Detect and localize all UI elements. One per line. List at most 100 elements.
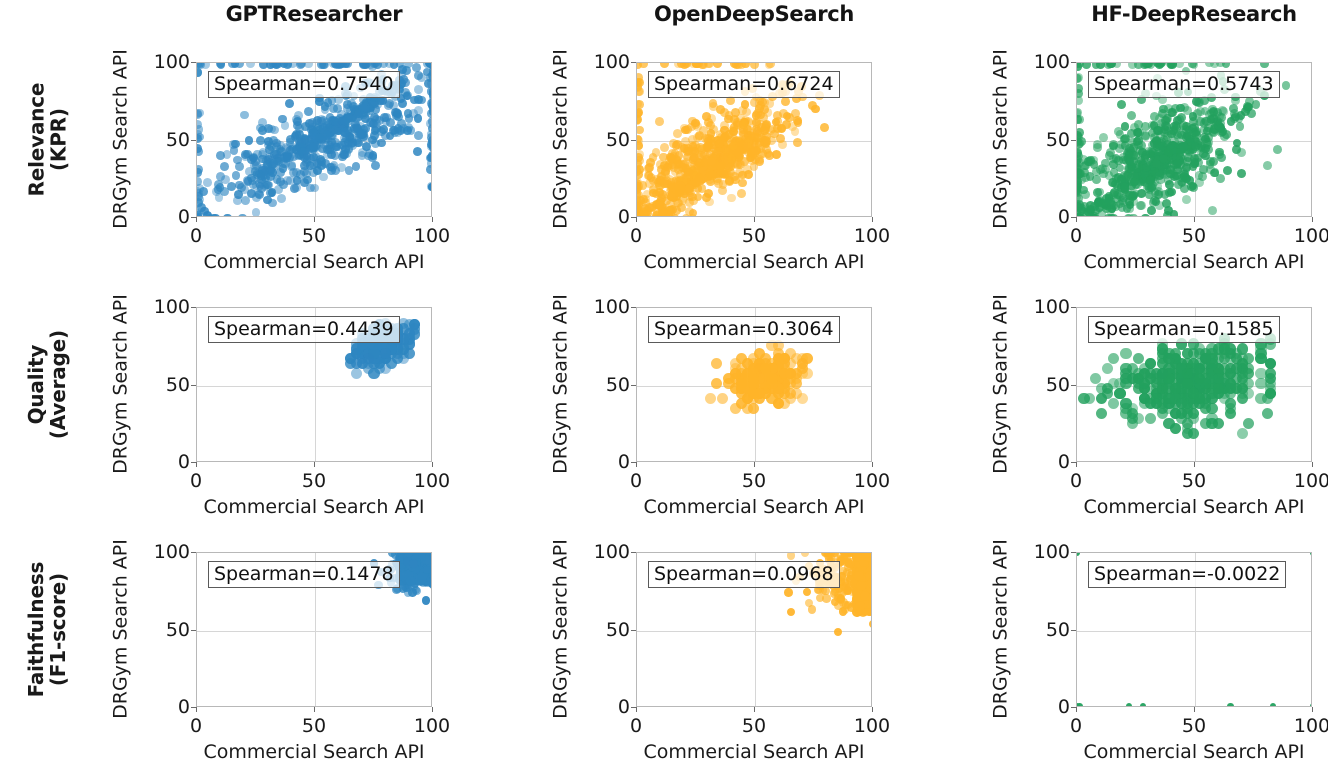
scatter-point	[772, 348, 784, 360]
scatter-point	[1132, 412, 1144, 424]
scatter-point	[418, 575, 427, 584]
scatter-point	[416, 554, 427, 565]
scatter-point	[403, 560, 414, 571]
scatter-point	[311, 129, 321, 139]
scatter-point	[251, 181, 261, 191]
scatter-point	[1181, 348, 1194, 360]
scatter-point	[1243, 387, 1255, 400]
scatter-point	[824, 553, 833, 560]
scatter-point	[1157, 343, 1169, 355]
scatter-point	[316, 117, 326, 126]
scatter-point	[1219, 107, 1228, 116]
scatter-point	[864, 594, 871, 605]
scatter-point	[656, 180, 665, 190]
scatter-point	[1141, 150, 1151, 160]
scatter-point	[1169, 387, 1181, 400]
scatter-point	[848, 587, 857, 596]
scatter-point	[355, 128, 365, 138]
scatter-point	[649, 184, 659, 194]
scatter-point	[851, 562, 862, 573]
scatter-point	[637, 213, 646, 216]
scatter-point	[1082, 63, 1092, 69]
scatter-point	[1117, 196, 1127, 205]
scatter-point	[420, 566, 431, 577]
scatter-point	[844, 556, 854, 566]
scatter-point	[733, 147, 743, 157]
scatter-point	[402, 556, 413, 566]
scatter-point	[1077, 183, 1082, 192]
scatter-point	[654, 198, 664, 208]
scatter-point	[678, 179, 688, 188]
scatter-point	[400, 566, 411, 577]
scatter-point	[760, 368, 772, 380]
scatter-point	[867, 566, 871, 577]
scatter-point	[714, 152, 724, 162]
scatter-point	[1124, 144, 1134, 153]
scatter-point	[399, 557, 410, 568]
scatter-point	[417, 556, 426, 565]
scatter-point	[426, 569, 431, 580]
scatter-point	[421, 565, 430, 575]
x-tick-mark	[754, 217, 755, 222]
scatter-point	[854, 553, 865, 564]
scatter-point	[409, 560, 418, 570]
scatter-point	[766, 363, 778, 375]
scatter-point	[855, 590, 864, 599]
scatter-point	[695, 131, 705, 141]
scatter-point	[1212, 373, 1224, 385]
scatter-point	[406, 126, 416, 135]
scatter-point	[688, 148, 698, 158]
scatter-point	[864, 553, 871, 560]
scatter-point	[428, 566, 431, 575]
scatter-point	[707, 155, 716, 165]
scatter-point	[380, 348, 392, 360]
scatter-point	[1184, 137, 1194, 147]
scatter-point	[424, 572, 431, 581]
scatter-point	[1224, 353, 1236, 365]
scatter-point	[344, 166, 354, 176]
scatter-point	[403, 562, 414, 573]
scatter-point	[1218, 373, 1230, 385]
scatter-point	[411, 554, 422, 565]
scatter-point	[352, 107, 361, 117]
scatter-point	[860, 553, 871, 561]
scatter-point	[766, 368, 778, 380]
scatter-point	[792, 115, 802, 125]
panel-hf-deepresearch-quality: Spearman=0.1585 0 50 100 0 50 100 DRGym Search …	[966, 247, 1328, 532]
scatter-point	[772, 358, 784, 370]
scatter-point	[330, 125, 340, 134]
scatter-point	[1251, 99, 1261, 109]
scatter-point	[1106, 63, 1116, 69]
scatter-point	[747, 368, 760, 380]
scatter-point	[710, 158, 720, 168]
scatter-point	[405, 570, 416, 581]
scatter-point	[1107, 213, 1117, 216]
scatter-point	[355, 129, 365, 139]
scatter-point	[705, 174, 715, 184]
scatter-point	[772, 363, 784, 375]
scatter-point	[758, 148, 768, 158]
scatter-point	[673, 63, 683, 69]
scatter-point	[1187, 427, 1200, 439]
scatter-point	[428, 565, 431, 574]
scatter-point	[423, 570, 431, 581]
scatter-point	[417, 572, 428, 583]
scatter-point	[418, 558, 429, 569]
scatter-point	[426, 553, 431, 558]
scatter-point	[328, 103, 338, 113]
scatter-point	[1206, 348, 1218, 360]
scatter-point	[342, 63, 352, 68]
scatter-point	[729, 134, 738, 143]
scatter-point	[755, 110, 765, 120]
scatter-point	[425, 564, 431, 574]
scatter-point	[673, 160, 682, 170]
scatter-point	[1169, 397, 1181, 410]
scatter-point	[853, 588, 864, 599]
scatter-point	[858, 582, 869, 593]
scatter-point	[1122, 149, 1132, 159]
scatter-point	[428, 557, 431, 566]
scatter-point	[362, 353, 374, 365]
scatter-point	[858, 557, 869, 568]
scatter-point	[399, 575, 410, 586]
scatter-point	[1224, 397, 1236, 410]
